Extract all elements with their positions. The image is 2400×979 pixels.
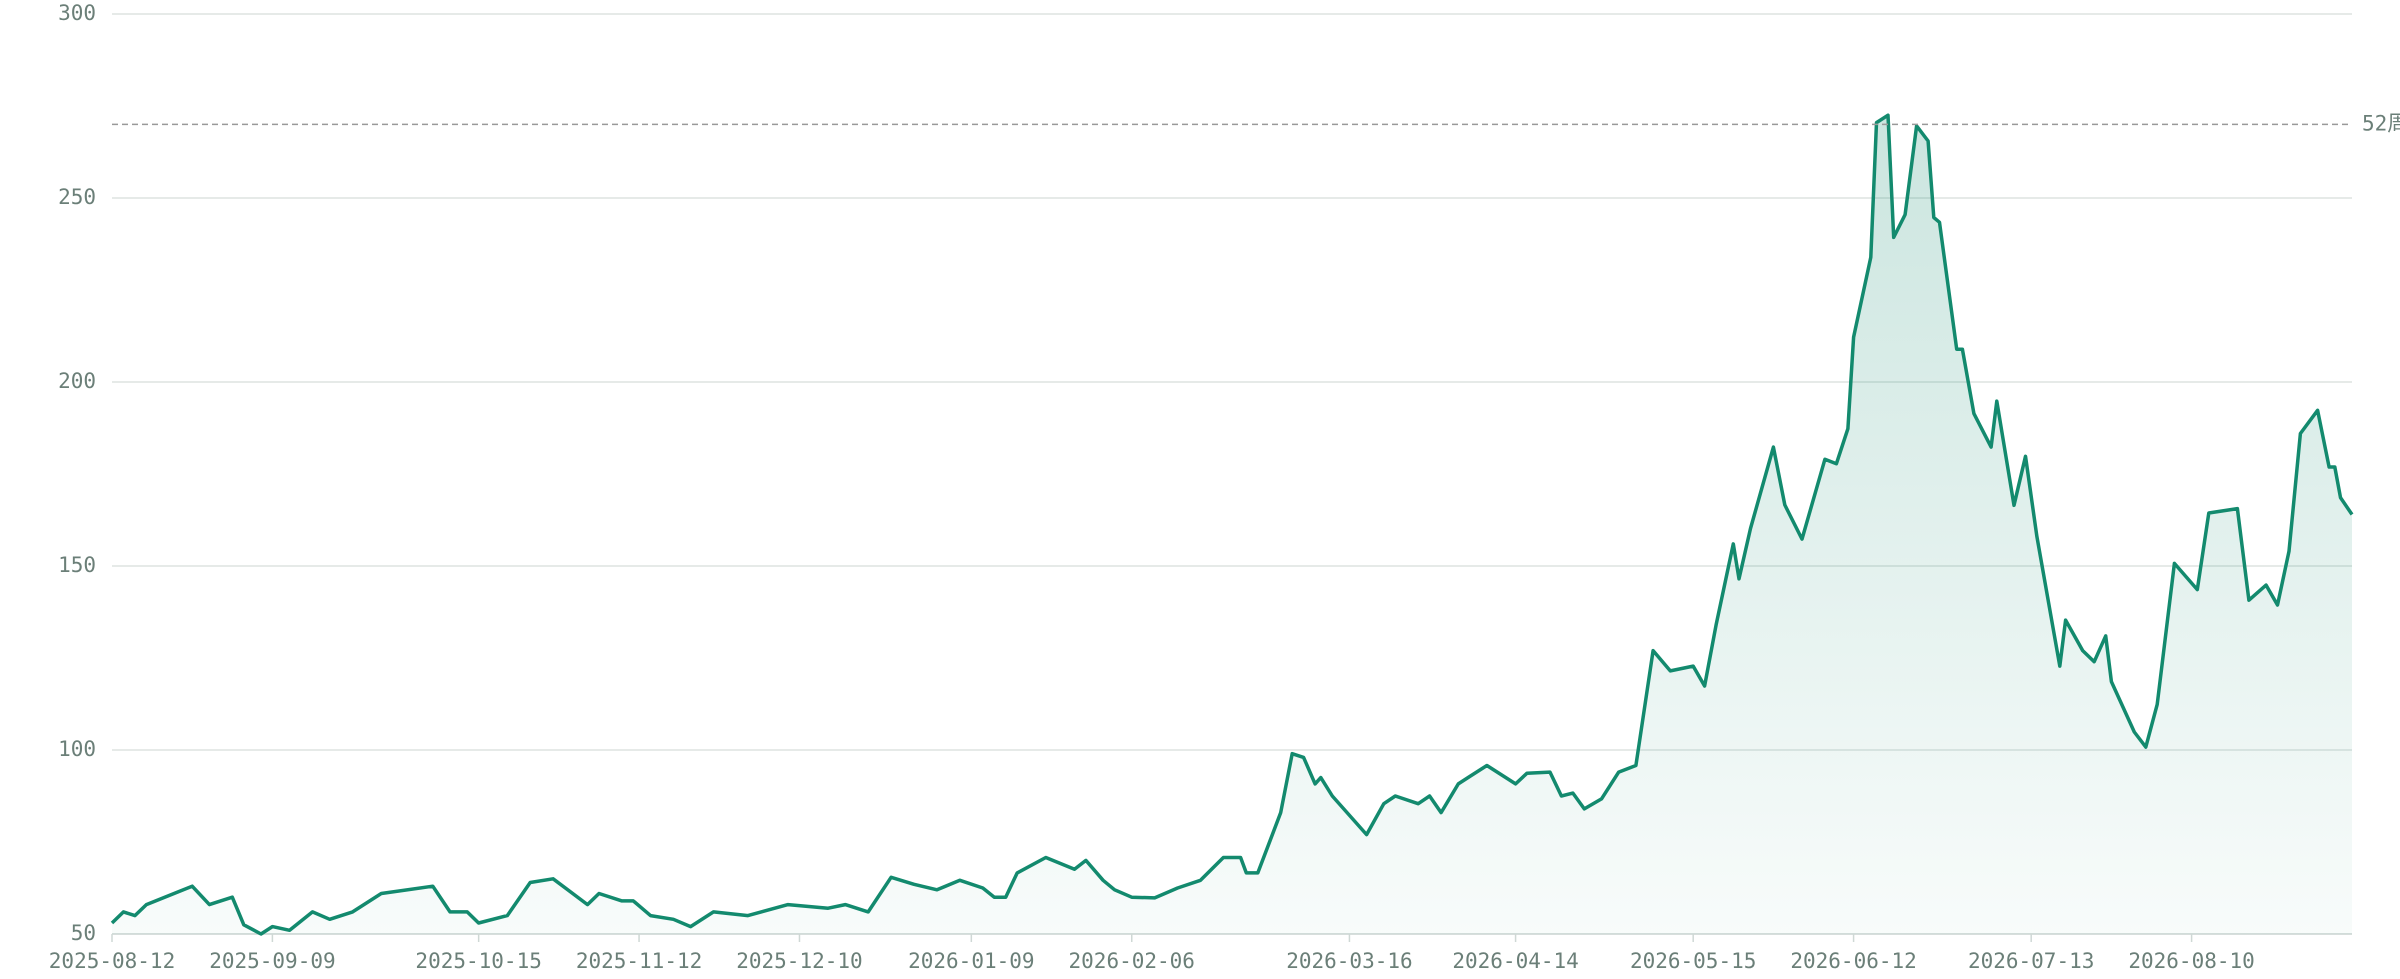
x-tick-label: 2025-12-10 — [736, 949, 862, 973]
x-tick-label: 2026-07-13 — [1968, 949, 2094, 973]
x-tick-label: 2026-08-10 — [2128, 949, 2254, 973]
x-tick-label: 2025-11-12 — [576, 949, 702, 973]
y-tick-label: 50 — [71, 921, 96, 945]
x-tick-label: 2026-03-16 — [1286, 949, 1412, 973]
x-tick-label: 2025-08-12 — [49, 949, 175, 973]
x-tick-label: 2025-09-09 — [209, 949, 335, 973]
y-tick-label: 200 — [58, 369, 96, 393]
x-tick-label: 2026-05-15 — [1630, 949, 1756, 973]
x-tick-label: 2025-10-15 — [415, 949, 541, 973]
reference-label: 52周最高 — [2362, 111, 2400, 135]
y-tick-label: 250 — [58, 185, 96, 209]
line — [110, 113, 2354, 936]
x-tick-label: 2026-01-09 — [908, 949, 1034, 973]
x-tick-label: 2026-02-06 — [1069, 949, 1195, 973]
area — [112, 115, 2352, 934]
y-tick-label: 300 — [58, 1, 96, 25]
x-tick-label: 2026-04-14 — [1452, 949, 1578, 973]
y-tick-label: 150 — [58, 553, 96, 577]
y-tick-label: 100 — [58, 737, 96, 761]
x-tick-label: 2026-06-12 — [1790, 949, 1916, 973]
